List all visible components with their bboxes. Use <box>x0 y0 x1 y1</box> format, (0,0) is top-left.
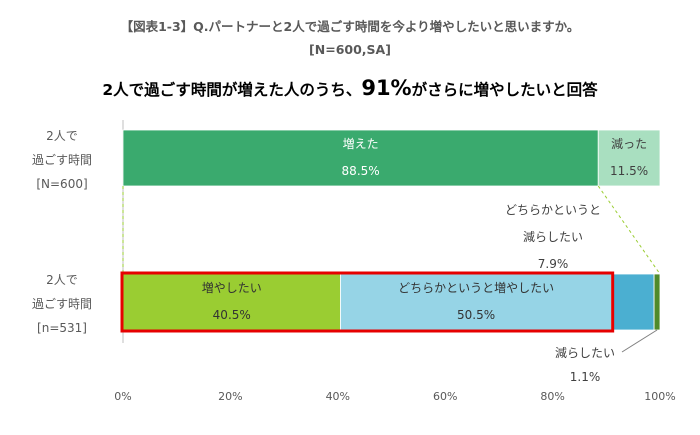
bar-segment <box>653 273 661 331</box>
category-label: 2人で <box>46 273 78 287</box>
x-tick-label: 60% <box>433 390 457 403</box>
headline-percentage: 91% <box>361 76 412 100</box>
segment-label: 減った <box>611 136 647 151</box>
x-tick-label: 80% <box>540 390 564 403</box>
headline-post: がさらに増やしたいと回答 <box>411 81 598 99</box>
x-tick-label: 0% <box>114 390 131 403</box>
category-label: 過ごす時間 <box>32 152 92 167</box>
data-label: 11.5% <box>610 164 648 178</box>
data-label: 40.5% <box>213 308 251 322</box>
data-label: 7.9% <box>538 257 569 271</box>
x-tick-label: 20% <box>218 390 242 403</box>
chart-headline: 2人で過ごす時間が増えた人のうち、91%がさらに増やしたいと回答 <box>0 76 700 100</box>
bar-segment <box>597 129 661 187</box>
connector-line <box>597 185 661 275</box>
segment-label: 減らしたい <box>555 345 615 360</box>
x-tick-label: 100% <box>644 390 675 403</box>
segment-label: 増やしたい <box>202 281 262 295</box>
leader-line <box>621 329 658 353</box>
segment-label: どちらかというと <box>505 203 601 217</box>
x-tick-label: 40% <box>326 390 350 403</box>
category-label: [n=531] <box>37 321 87 335</box>
category-label: 2人で <box>46 129 78 143</box>
highlight-box <box>120 271 615 333</box>
category-label: 過ごす時間 <box>32 296 92 311</box>
category-label: [N=600] <box>36 177 87 191</box>
headline-pre: 2人で過ごす時間が増えた人のうち、 <box>102 81 362 99</box>
bar-segment <box>340 273 613 331</box>
data-label: 50.5% <box>457 308 495 322</box>
data-label: 1.1% <box>570 370 601 384</box>
chart-sample-size: [N=600,SA] <box>309 42 391 57</box>
data-label: 88.5% <box>342 164 380 178</box>
segment-label: 増えた <box>343 137 379 151</box>
bar-segment <box>611 273 655 331</box>
chart-title: 【図表1-3】Q.パートナーと2人で過ごす時間を今より増やしたいと思いますか。 <box>120 19 580 34</box>
segment-label: どちらかというと増やしたい <box>398 281 554 295</box>
bar-segment <box>122 129 599 187</box>
segment-label: 減らしたい <box>523 229 583 244</box>
